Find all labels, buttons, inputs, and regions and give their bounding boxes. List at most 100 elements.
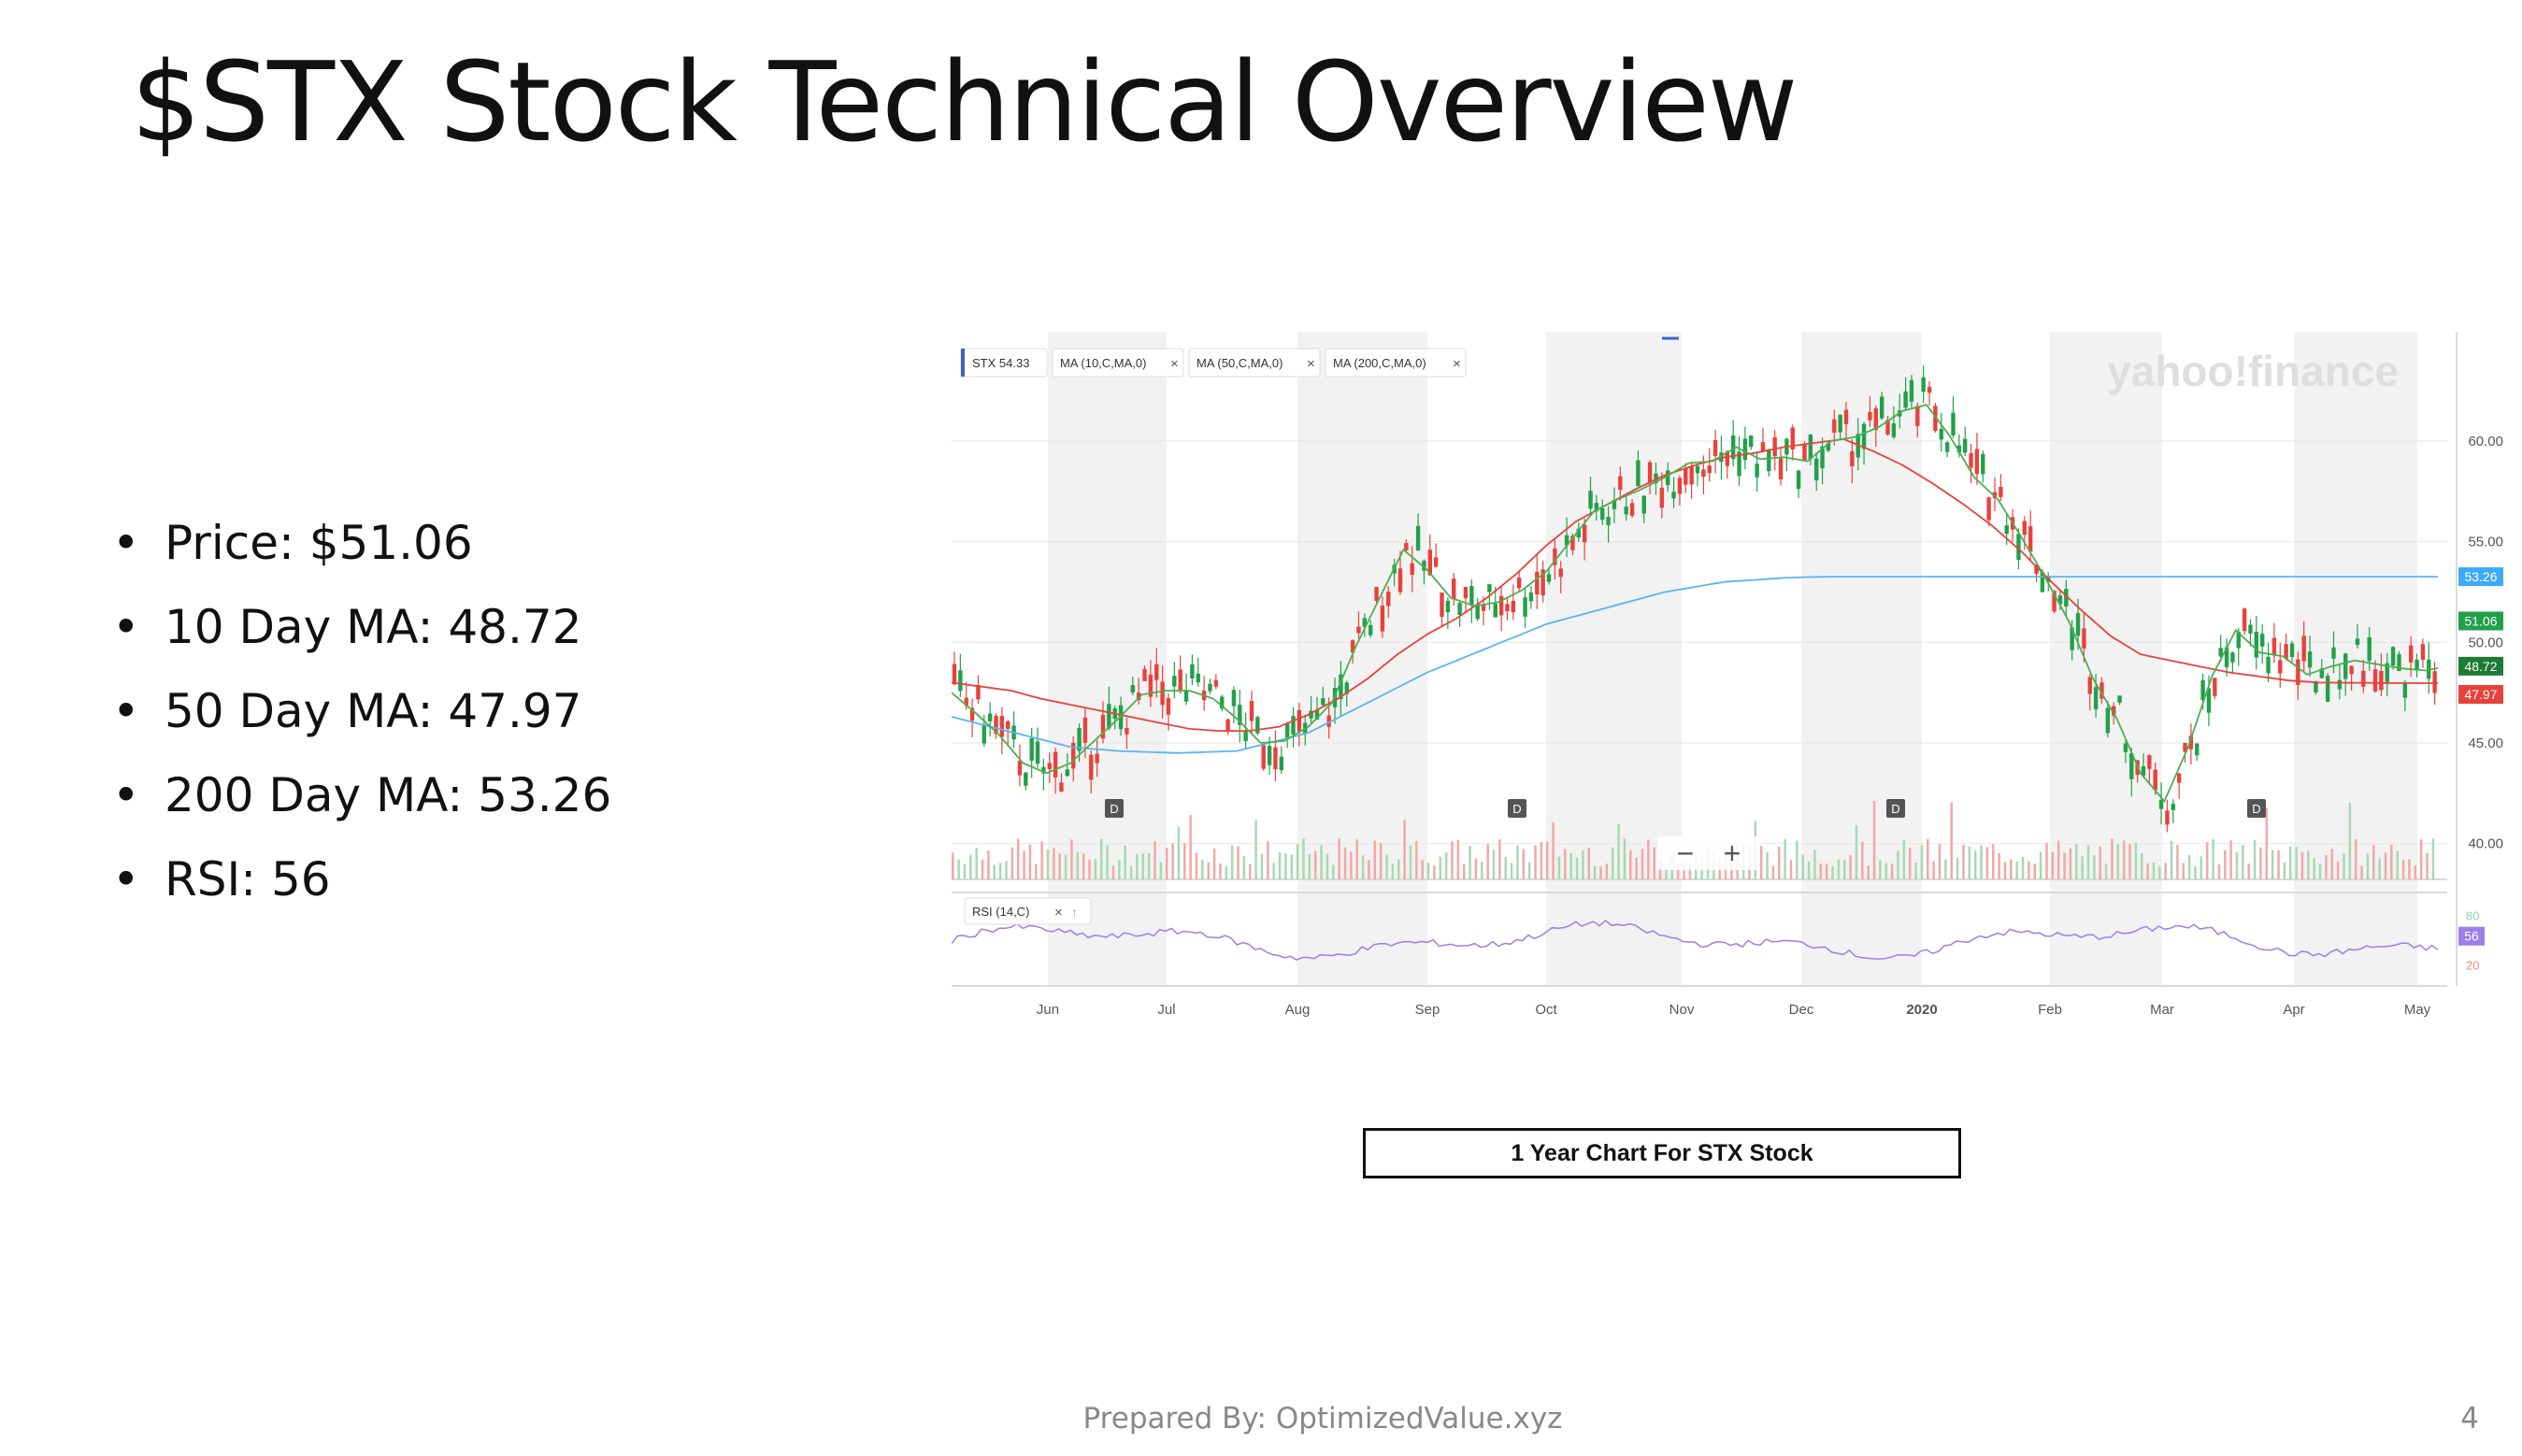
volume-bar <box>1683 862 1685 879</box>
dividend-label: D <box>1891 802 1899 816</box>
volume-bar <box>1522 849 1526 879</box>
volume-bar <box>1320 845 1323 879</box>
candle-body <box>2361 670 2366 687</box>
candle-body <box>1374 587 1379 601</box>
volume-bar <box>1962 845 1965 879</box>
volume-bar <box>2028 861 2030 879</box>
candle-body <box>2242 608 2247 632</box>
volume-bar <box>957 859 960 879</box>
volume-bar <box>2182 863 2185 879</box>
dividend-marker[interactable] <box>1508 799 1526 818</box>
x-tick-label: Sep <box>1415 1002 1440 1018</box>
candle-body <box>2093 687 2099 709</box>
legend-ma200[interactable]: MA (200,C,MA,0) × <box>1325 348 1467 378</box>
candle-body <box>1594 503 1599 512</box>
volume-bar <box>2099 846 2101 879</box>
volume-bar <box>2348 803 2352 879</box>
volume-bar <box>1225 865 1228 879</box>
dividend-label: D <box>1512 802 1521 816</box>
dividend-marker[interactable] <box>1105 799 1124 818</box>
legend-ma50[interactable]: MA (50,C,MA,0) × <box>1188 348 1321 378</box>
volume-bar <box>2283 862 2286 879</box>
volume-bar <box>1504 856 1507 879</box>
candle-body <box>2307 651 2313 668</box>
candle-body <box>1730 435 1736 460</box>
volume-bar <box>2086 845 2090 879</box>
candle-body <box>2165 810 2170 825</box>
candle-body <box>1125 728 1129 735</box>
volume-bar <box>2176 845 2179 879</box>
zoom-in-button[interactable]: + <box>1724 836 1741 870</box>
stat-ma200: 200 Day MA: 53.26 <box>112 762 611 846</box>
candle-body <box>1570 535 1575 550</box>
legend-stx[interactable]: STX 54.33 <box>960 348 1048 378</box>
volume-bar <box>1890 864 1894 879</box>
dividend-marker[interactable] <box>1886 799 1905 818</box>
rsi-legend[interactable]: RSI (14,C) × ↑ <box>964 897 1092 925</box>
candle-body <box>1433 557 1439 567</box>
candle-body <box>1695 465 1700 474</box>
volume-bar <box>2414 865 2417 879</box>
volume-bar <box>1938 844 1942 879</box>
candle-body <box>1386 592 1391 607</box>
candle-body <box>1707 465 1712 474</box>
volume-bar <box>2152 862 2156 879</box>
close-icon[interactable]: × <box>1054 905 1063 921</box>
volume-bar <box>1106 845 1109 879</box>
candle-body <box>1742 438 1748 461</box>
candle-body <box>2188 735 2194 749</box>
price-tag-label: 48.72 <box>2464 659 2497 674</box>
candle-body <box>1915 406 1920 426</box>
candle-body <box>2248 624 2253 634</box>
volume-bar <box>2063 852 2066 879</box>
candle-body <box>1404 543 1409 550</box>
volume-bar <box>2265 807 2269 879</box>
volume-bar <box>1444 852 1448 879</box>
legend-ma10[interactable]: MA (10,C,MA,0) × <box>1052 348 1184 378</box>
candle-body <box>1684 468 1688 485</box>
candle-body <box>1939 428 1943 440</box>
volume-bar <box>2003 862 2007 879</box>
arrow-up-icon[interactable]: ↑ <box>1071 905 1078 920</box>
volume-bar <box>993 864 996 879</box>
candle-body <box>1558 568 1563 578</box>
candle-body <box>1891 423 1897 437</box>
candle-body <box>1487 584 1492 592</box>
volume-bar <box>2021 856 2025 879</box>
candle-body <box>1136 692 1141 701</box>
close-icon[interactable]: × <box>1170 356 1179 372</box>
volume-bar <box>1355 839 1358 879</box>
volume-bar <box>1998 852 2000 879</box>
volume-bar <box>1361 855 1365 879</box>
candle-body <box>1238 705 1242 725</box>
volume-bar <box>1474 858 1478 879</box>
volume-bar <box>1861 841 1864 879</box>
volume-bar <box>2330 849 2334 879</box>
candle-body <box>2325 676 2330 702</box>
candle-body <box>1790 427 1795 450</box>
candle-body <box>2022 521 2027 535</box>
x-tick-label: Nov <box>1669 1002 1695 1018</box>
candle-body <box>1956 445 1962 453</box>
candle-body <box>1190 664 1195 679</box>
volume-bar <box>1237 846 1240 879</box>
candle-body <box>2301 635 2306 662</box>
volume-bar <box>2300 851 2304 879</box>
candle-body <box>1024 772 1028 786</box>
close-icon[interactable]: × <box>1307 356 1315 372</box>
volume-bar <box>2015 861 2018 879</box>
candle-body <box>2123 743 2128 752</box>
stat-ma50: 50 Day MA: 47.97 <box>112 678 611 762</box>
candle-body <box>1261 745 1266 769</box>
close-icon[interactable]: × <box>1453 356 1461 372</box>
month-band <box>2050 332 2162 986</box>
candle-body <box>2117 695 2122 703</box>
zoom-out-button[interactable]: − <box>1677 836 1695 870</box>
candle-body <box>1273 747 1278 770</box>
candle-body <box>1963 438 1968 453</box>
candle-body <box>1974 449 1980 475</box>
candle-body <box>1362 618 1368 627</box>
volume-bar <box>2111 838 2114 879</box>
dividend-marker[interactable] <box>2247 799 2266 818</box>
candle-body <box>1498 595 1504 616</box>
